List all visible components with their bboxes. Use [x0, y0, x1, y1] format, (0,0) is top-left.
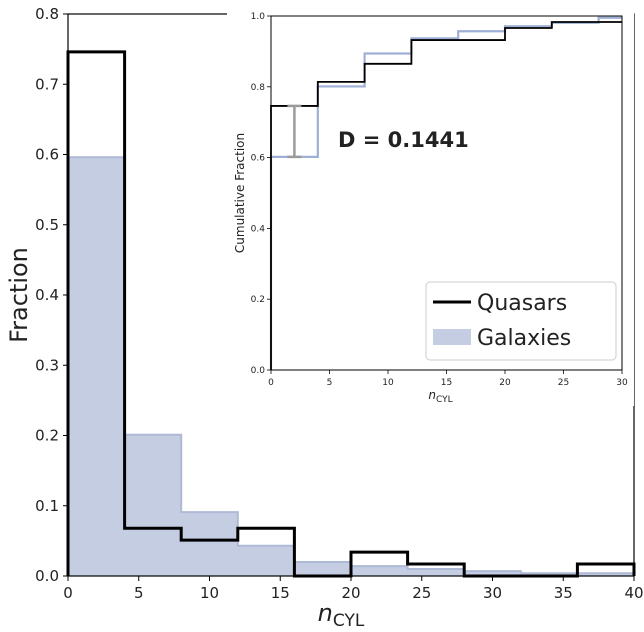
- main-x-axis-label: nCYL: [318, 599, 365, 631]
- main-x-tick-label: 10: [200, 584, 219, 602]
- inset-y-tick-label: 0.2: [251, 295, 265, 305]
- main-y-axis-label: Fraction: [5, 247, 33, 343]
- inset-y-axis-label: Cumulative Fraction: [233, 133, 247, 253]
- main-x-tick-label: 30: [483, 584, 502, 602]
- inset-cumulative-plot: D = 0.1441 0 5 10 15 20 25 30 0.0 0.2 0.4 0.6 0.8 1.0…: [227, 8, 634, 406]
- main-x-tick-label: 25: [412, 584, 431, 602]
- main-x-tick-label: 20: [341, 584, 360, 602]
- main-y-tick-label: 0.7: [35, 75, 59, 93]
- quasars-cumulative-line: [270, 21, 622, 370]
- main-y-tick-label: 0.4: [35, 286, 59, 304]
- inset-x-tick-label: 10: [382, 378, 394, 388]
- main-histogram: 0 5 10 15 20 25 30 35 40 0.0 0.1 0.2 0.3 0.4 0.5 0.6 0.7…: [5, 5, 644, 631]
- inset-y-tick-label: 0.4: [251, 224, 266, 234]
- inset-x-axis-label: nCYL: [428, 388, 452, 405]
- ks-statistic-label: D = 0.1441: [338, 128, 469, 152]
- inset-x-tick-label: 25: [558, 378, 569, 388]
- legend-quasars-label: Quasars: [477, 291, 567, 316]
- inset-y-tick-label: 0.6: [251, 154, 266, 164]
- inset-y-tick-label: 0.8: [251, 83, 266, 93]
- main-x-tick-label: 40: [624, 584, 643, 602]
- main-y-tick-label: 0.6: [35, 146, 59, 164]
- main-y-tick-label: 0.1: [35, 497, 59, 515]
- main-y-tick-label: 0.3: [35, 356, 59, 374]
- inset-x-tick-label: 30: [616, 378, 628, 388]
- main-y-tick-label: 0.5: [35, 216, 59, 234]
- main-x-tick-label: 0: [63, 584, 73, 602]
- inset-x-tick-label: 15: [441, 378, 452, 388]
- main-y-tick-label: 0.2: [35, 427, 59, 445]
- inset-x-tick-label: 20: [499, 378, 511, 388]
- inset-y-tick-label: 1.0: [251, 12, 266, 22]
- legend-box: [425, 281, 617, 361]
- main-x-tick-label: 5: [134, 584, 144, 602]
- legend: Quasars Galaxies: [425, 281, 617, 361]
- main-y-tick-label: 0.0: [35, 567, 59, 585]
- inset-y-tick-label: 0.0: [251, 366, 266, 376]
- inset-x-tick-label: 5: [327, 378, 333, 388]
- main-x-tick-label: 15: [271, 584, 290, 602]
- inset-x-tick-label: 0: [268, 378, 274, 388]
- galaxies-histogram-edge: [67, 156, 634, 576]
- main-x-tick-label: 35: [554, 584, 573, 602]
- legend-galaxies-swatch: [433, 329, 471, 345]
- legend-galaxies-label: Galaxies: [477, 326, 571, 351]
- main-y-tick-label: 0.8: [35, 5, 59, 23]
